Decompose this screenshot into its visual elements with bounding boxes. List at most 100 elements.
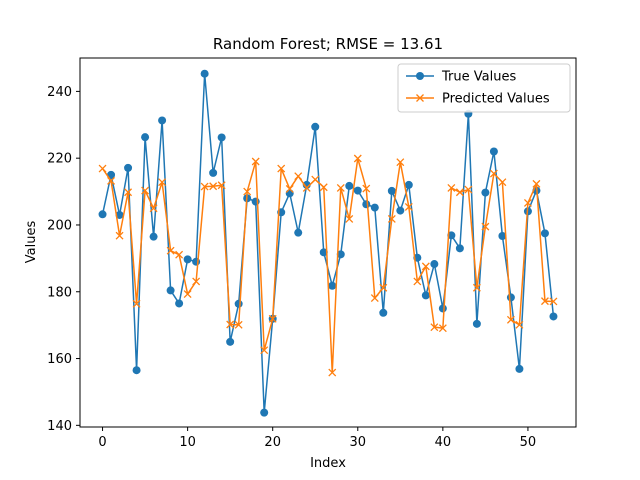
x-axis-label: Index bbox=[310, 456, 346, 471]
data-point bbox=[175, 299, 184, 308]
x-tick-label: 10 bbox=[179, 435, 196, 450]
x-tick-label: 30 bbox=[350, 435, 367, 450]
data-point bbox=[362, 184, 371, 193]
data-point bbox=[294, 172, 303, 181]
legend-marker bbox=[416, 72, 424, 80]
data-point bbox=[200, 182, 209, 191]
data-point bbox=[158, 116, 167, 125]
data-point bbox=[311, 175, 320, 184]
y-axis-label: Values bbox=[24, 221, 39, 264]
y-axis-ticks: 140 160 180 200 220 240 bbox=[47, 85, 80, 434]
data-point bbox=[472, 283, 481, 292]
data-point bbox=[98, 164, 107, 173]
data-point bbox=[345, 181, 354, 190]
data-point bbox=[328, 281, 337, 290]
x-axis-ticks: 0 10 20 30 40 50 bbox=[98, 427, 536, 450]
data-point bbox=[132, 366, 141, 375]
data-point bbox=[379, 308, 388, 317]
data-point bbox=[319, 248, 328, 257]
data-point bbox=[438, 304, 447, 313]
data-point bbox=[370, 203, 379, 212]
data-point bbox=[115, 231, 124, 240]
data-point bbox=[268, 314, 277, 323]
y-tick-label: 160 bbox=[47, 352, 72, 367]
x-tick-label: 50 bbox=[520, 435, 537, 450]
data-point bbox=[515, 320, 524, 329]
data-point bbox=[413, 277, 422, 286]
data-point bbox=[175, 250, 184, 259]
data-point bbox=[243, 187, 252, 196]
data-point bbox=[251, 197, 260, 206]
data-point bbox=[234, 299, 243, 308]
legend-label: True Values bbox=[441, 70, 516, 85]
data-point bbox=[209, 182, 218, 191]
data-point bbox=[515, 364, 524, 373]
data-point bbox=[464, 185, 473, 194]
data-point bbox=[149, 204, 158, 213]
data-point bbox=[285, 184, 294, 193]
y-tick-label: 220 bbox=[47, 152, 72, 167]
data-point bbox=[489, 147, 498, 156]
data-point bbox=[158, 178, 167, 187]
data-point bbox=[506, 315, 515, 324]
data-point bbox=[234, 320, 243, 329]
data-point bbox=[192, 257, 201, 266]
data-point bbox=[447, 231, 456, 240]
legend: True Values Predicted Values bbox=[397, 63, 571, 113]
data-point bbox=[370, 294, 379, 303]
data-point bbox=[319, 183, 328, 192]
data-point bbox=[132, 299, 141, 308]
data-point bbox=[379, 283, 388, 292]
data-point bbox=[183, 290, 192, 299]
data-point bbox=[277, 164, 286, 173]
data-point bbox=[115, 210, 124, 219]
chart-title: Random Forest; RMSE = 13.61 bbox=[213, 35, 443, 53]
data-point bbox=[481, 188, 490, 197]
data-point bbox=[387, 214, 396, 223]
legend-label: Predicted Values bbox=[442, 92, 550, 107]
data-point bbox=[226, 320, 235, 329]
data-point bbox=[124, 188, 133, 197]
data-point bbox=[447, 183, 456, 192]
data-point bbox=[124, 163, 133, 172]
data-point bbox=[523, 198, 532, 207]
data-point bbox=[506, 293, 515, 302]
y-tick-label: 240 bbox=[47, 85, 72, 100]
x-tick-label: 0 bbox=[98, 435, 106, 450]
series-layer bbox=[98, 69, 558, 417]
data-point bbox=[353, 186, 362, 195]
data-point bbox=[183, 255, 192, 264]
data-point bbox=[328, 368, 337, 377]
plot-frame bbox=[79, 57, 577, 428]
data-point bbox=[549, 312, 558, 321]
data-point bbox=[455, 244, 464, 253]
data-point bbox=[166, 246, 175, 255]
data-point bbox=[251, 157, 260, 166]
data-point bbox=[540, 229, 549, 238]
data-point bbox=[498, 178, 507, 187]
data-point bbox=[285, 189, 294, 198]
legend-marker bbox=[416, 94, 424, 102]
data-point bbox=[472, 319, 481, 328]
data-point bbox=[498, 231, 507, 240]
data-point bbox=[226, 337, 235, 346]
data-point bbox=[540, 297, 549, 306]
data-point bbox=[294, 228, 303, 237]
x-tick-label: 20 bbox=[264, 435, 281, 450]
series-predicted-values bbox=[98, 154, 558, 377]
data-point bbox=[336, 250, 345, 259]
plot-area bbox=[80, 58, 576, 427]
data-point bbox=[209, 168, 218, 177]
data-point bbox=[489, 169, 498, 178]
data-point bbox=[302, 183, 311, 192]
data-point bbox=[311, 122, 320, 131]
data-point bbox=[396, 206, 405, 215]
data-point bbox=[532, 179, 541, 188]
data-point bbox=[200, 69, 209, 78]
data-point bbox=[396, 158, 405, 167]
data-point bbox=[404, 180, 413, 189]
data-point bbox=[481, 222, 490, 231]
data-point bbox=[421, 291, 430, 300]
data-point bbox=[192, 277, 201, 286]
